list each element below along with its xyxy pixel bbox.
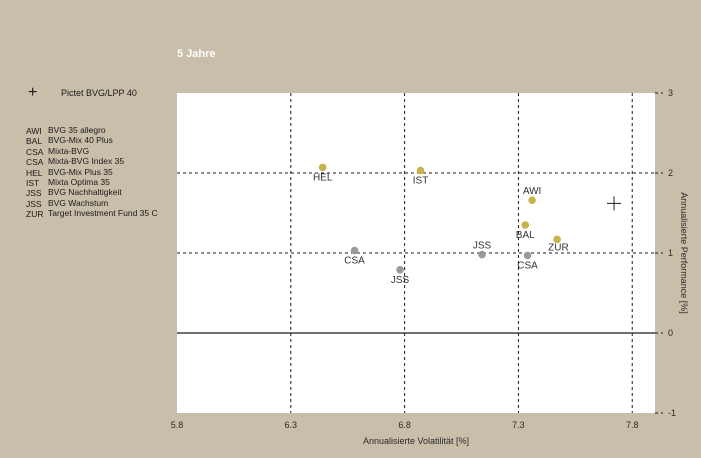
y-axis-title: Annualisierte Performance [%]: [679, 192, 689, 314]
legend-item: AWI BVG 35 allegro: [26, 125, 176, 136]
x-tick-label: 7.3: [512, 420, 525, 430]
legend-item-code: BAL: [26, 136, 43, 147]
y-tick-label: 0: [668, 328, 673, 338]
legend-item-code: JSS: [26, 188, 42, 199]
legend-item: ZUR Target Investment Fund 35 C: [26, 208, 176, 220]
legend-item: JSS BVG Nachhaltigkeit: [26, 187, 176, 199]
legend-item-name: BVG-Mix Plus 35: [48, 166, 113, 177]
plot-area: [177, 93, 655, 413]
period-title: 5 Jahre: [177, 48, 216, 60]
x-tick-label: 6.8: [398, 420, 411, 430]
legend-benchmark: + Pictet BVG/LPP 40: [26, 84, 176, 102]
legend-item: JSS BVG Wachstum: [26, 197, 176, 209]
benchmark-plus-icon: +: [28, 84, 38, 101]
point-label: JSS: [473, 241, 492, 252]
legend-item-name: Target Investment Fund 35 C: [48, 208, 158, 219]
y-tick-label: -1: [668, 408, 676, 418]
legend-benchmark-name: Pictet BVG/LPP 40: [61, 88, 137, 98]
point-label: CSA: [344, 256, 365, 267]
data-point: [396, 266, 404, 274]
data-point: [350, 246, 359, 255]
legend-item: CSA Mixta-BVG: [26, 145, 176, 157]
legend-item-code: JSS: [26, 198, 42, 209]
legend-item: BAL BVG-Mix 40 Plus: [26, 135, 176, 147]
data-point: [553, 235, 561, 244]
x-axis-title: Annualisierte Volatilität [%]: [363, 436, 469, 446]
legend-item-name: BVG Wachstum: [48, 197, 109, 208]
x-tick-label: 6.3: [285, 420, 298, 430]
legend-item-name: Mixta-BVG: [48, 145, 90, 156]
legend-item-name: BVG 35 allegro: [48, 125, 106, 135]
point-label: AWI: [523, 186, 542, 197]
point-label: CSA: [517, 260, 538, 271]
legend-item: HEL BVG-Mix Plus 35: [26, 166, 176, 178]
data-point: [528, 196, 536, 204]
legend-item-name: BVG Nachhaltigkeit: [48, 187, 122, 198]
legend-list: AWI BVG 35 allegro BAL BVG-Mix 40 Plus CSA Mi…: [26, 125, 176, 220]
legend-item-name: Mixta-BVG Index 35: [48, 156, 125, 167]
legend-item-code: HEL: [26, 167, 43, 178]
point-label: ZUR: [548, 242, 569, 253]
point-label: IST: [413, 176, 429, 187]
data-point: [318, 163, 327, 172]
data-point: [416, 166, 425, 175]
y-tick-label: 3: [668, 88, 673, 98]
point-label: BAL: [516, 230, 535, 241]
legend-item: IST Mixta Optima 35: [26, 176, 176, 188]
legend-item-code: ZUR: [26, 209, 44, 220]
legend-item-name: Mixta Optima 35: [48, 176, 110, 187]
x-tick-label: 5.8: [171, 420, 184, 430]
legend-item-code: CSA: [26, 146, 44, 157]
data-point: [478, 250, 486, 259]
point-label: HEL: [313, 172, 333, 183]
legend-item-code: AWI: [26, 126, 42, 136]
y-tick-label: 2: [668, 168, 673, 178]
x-tick-label: 7.8: [626, 420, 639, 430]
data-point: [523, 251, 532, 260]
y-tick-label: 1: [668, 248, 673, 258]
legend-item-name: BVG-Mix 40 Plus: [48, 135, 113, 146]
point-label: JSS: [391, 275, 410, 286]
legend-item: CSA Mixta-BVG Index 35: [26, 156, 176, 168]
data-point: [521, 221, 530, 229]
legend-item-code: IST: [26, 177, 40, 188]
legend-item-code: CSA: [26, 157, 44, 168]
